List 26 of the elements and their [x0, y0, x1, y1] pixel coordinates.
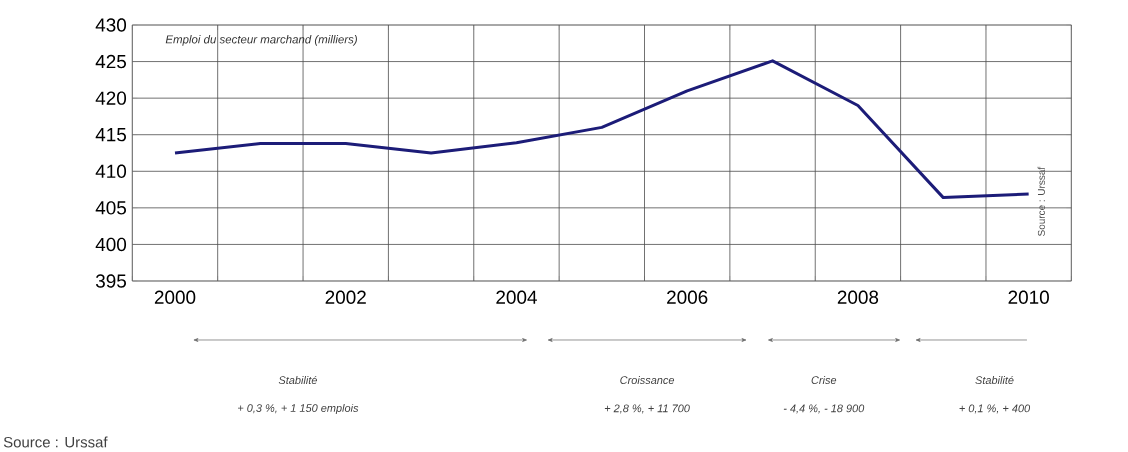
x-tick-label: 2004 — [496, 290, 537, 304]
text: Stabilité — [975, 375, 1014, 385]
y-tick-label: 420 — [95, 91, 127, 105]
x-tick-label: 2002 — [325, 290, 366, 304]
text: + 0,1 %, + 400 — [959, 404, 1031, 414]
text: Crise — [811, 375, 837, 385]
y-tick-label: 405 — [95, 201, 126, 215]
text: - 4,4 %, - 18 900 — [783, 404, 865, 414]
annotation: Source : Urssaf — [1037, 166, 1045, 236]
x-tick-label: 2006 — [667, 290, 708, 304]
text: + 0,3 %, + 1 150 emplois — [238, 403, 359, 415]
y-tick-label: 395 — [95, 274, 126, 288]
y-tick-label: 430 — [95, 18, 127, 32]
x-tick-label: 2000 — [154, 290, 196, 304]
text: + 2,8 %, + 11 700 — [604, 404, 690, 414]
text: Croissance — [620, 375, 675, 385]
text: Emploi du secteur marchand (milliers) — [165, 35, 357, 46]
x-tick-label: 2010 — [1008, 290, 1049, 304]
y-tick-label: 410 — [95, 164, 127, 178]
x-tick-label: 2008 — [837, 290, 879, 304]
source-note: Source : Urssaf — [3, 436, 108, 448]
y-tick-label: 415 — [95, 128, 126, 142]
line-series — [173, 59, 1031, 200]
y-tick-label: 400 — [95, 237, 127, 252]
y-tick-label: 425 — [95, 54, 126, 69]
text: Stabilité — [278, 375, 318, 385]
